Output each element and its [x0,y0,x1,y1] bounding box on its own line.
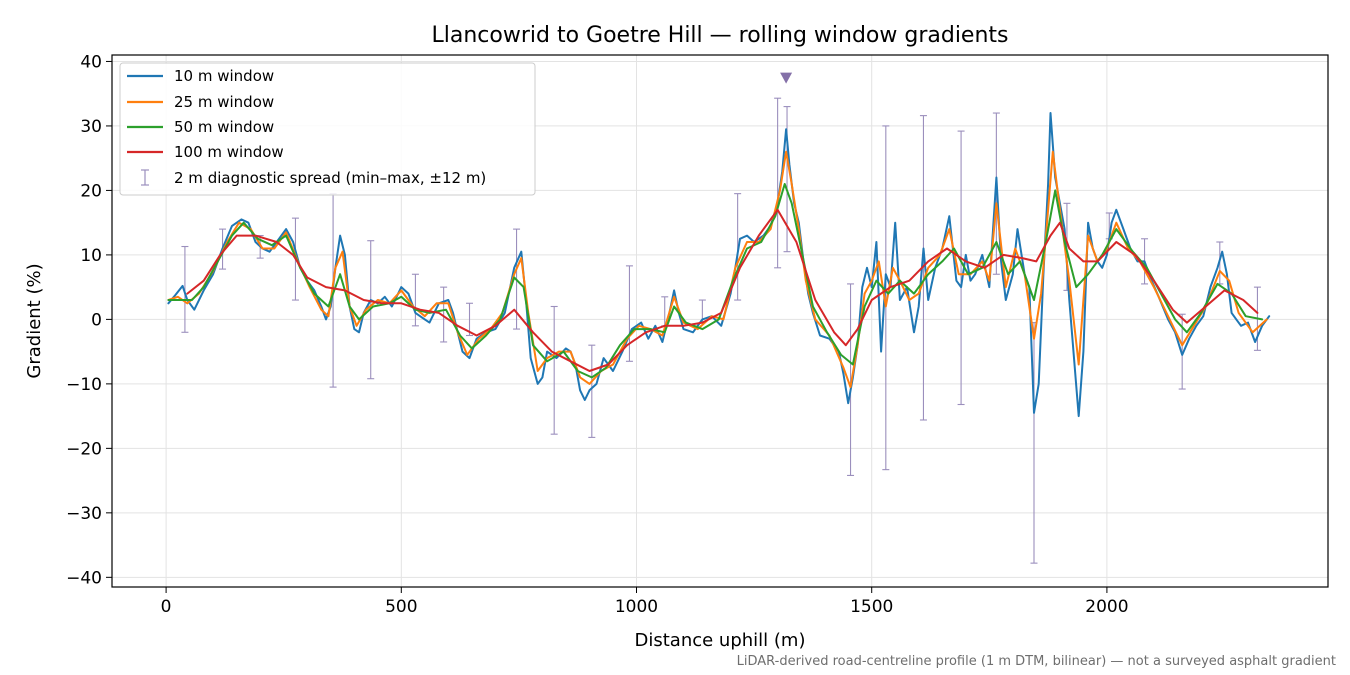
y-tick-label: 20 [80,181,102,201]
legend-swatch-errorbar [141,169,149,186]
errorbar [919,115,927,421]
y-tick-label: −40 [66,568,102,588]
errorbar [411,273,419,327]
legend-label-100m: 100 m window [174,143,284,161]
chart-title: Llancowrid to Goetre Hill — rolling wind… [431,23,1008,48]
x-axis-label: Distance uphill (m) [635,630,806,651]
x-tick-label: 1500 [850,597,893,617]
series-line-4 [186,208,1259,372]
y-tick-label: 0 [91,310,102,330]
errorbar [625,265,633,362]
plot-frame [111,54,1329,588]
x-tick-label: 2000 [1085,597,1128,617]
x-tick-label: 1000 [615,597,658,617]
y-tick-label: 10 [80,246,102,266]
errorbar [734,193,742,301]
marker-layer [780,72,793,84]
errorbar [466,302,474,337]
x-tick-label: 0 [161,597,172,617]
legend-label-25m: 25 m window [174,93,274,111]
errorbar [550,305,558,435]
y-tick-label: −10 [66,375,102,395]
peak-marker [780,72,793,84]
x-tick-label: 500 [385,597,417,617]
y-tick-label: −20 [66,439,102,459]
legend-label-10m: 10 m window [174,67,274,85]
legend-label-50m: 50 m window [174,118,274,136]
errorbar [181,245,189,333]
footnote: LiDAR-derived road-centreline profile (1… [737,654,1336,669]
errorbar [588,344,596,438]
y-tick-label: −30 [66,504,102,524]
legend: 10 m window 25 m window 50 m window 100 … [119,62,536,196]
legend-box [119,62,536,196]
y-axis-label: Gradient (%) [24,263,45,378]
y-tick-label: 40 [80,52,102,72]
errorbar [847,283,855,476]
errorbar [774,97,782,269]
axis-ticks: 0 500 1000 1500 2000 −40 −30 −20 −10 0 10 20 30 40 [66,52,1128,617]
errorbar [882,125,890,471]
series-lines [167,112,1271,418]
y-tick-label: 30 [80,117,102,137]
errorbar [440,286,448,343]
legend-label-errorbar: 2 m diagnostic spread (min–max, ±12 m) [174,169,486,187]
errorbar [957,130,965,406]
